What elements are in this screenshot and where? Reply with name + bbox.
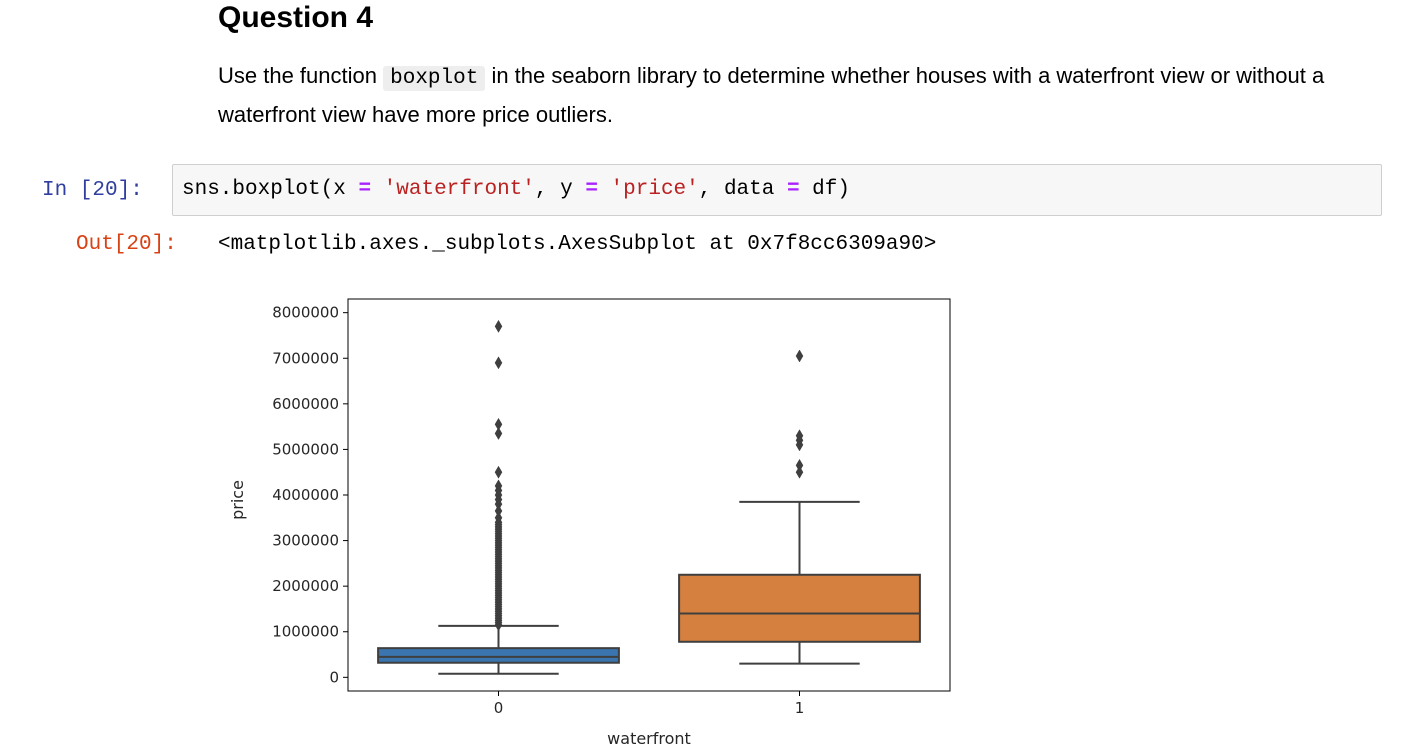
y-tick-label: 4000000 bbox=[272, 486, 339, 504]
outlier-point bbox=[795, 349, 804, 363]
box-group-0 bbox=[377, 319, 620, 675]
y-axis: 0 1000000 2000000 3000000 4000000 5000000 6000… bbox=[272, 304, 348, 686]
code-operator: = bbox=[358, 178, 372, 201]
box-iqr bbox=[377, 647, 620, 664]
y-tick-label: 7000000 bbox=[272, 349, 339, 367]
code-operator: = bbox=[585, 178, 598, 201]
y-tick-label: 8000000 bbox=[272, 304, 339, 322]
output-text: <matplotlib.axes._subplots.AxesSubplot a… bbox=[218, 233, 937, 256]
y-tick-label: 0 bbox=[329, 668, 339, 686]
y-tick-label: 5000000 bbox=[272, 440, 339, 458]
code-line[interactable]: sns.boxplot(x = 'waterfront', y = 'price… bbox=[182, 175, 850, 205]
inline-code-boxplot: boxplot bbox=[383, 66, 486, 91]
outlier-point bbox=[494, 417, 503, 431]
outlier-point bbox=[494, 356, 503, 370]
question-text: Use the function boxplot in the seaborn … bbox=[218, 58, 1388, 133]
box-group-1 bbox=[678, 349, 921, 665]
code-token: , data bbox=[698, 178, 787, 201]
outlier-point bbox=[494, 504, 503, 518]
code-token: , y bbox=[534, 178, 586, 201]
y-tick-label: 6000000 bbox=[272, 395, 339, 413]
code-cell-editor[interactable]: sns.boxplot(x = 'waterfront', y = 'price… bbox=[172, 164, 1382, 216]
x-tick-label: 0 bbox=[494, 699, 504, 717]
outlier-point bbox=[795, 429, 804, 443]
outlier-point bbox=[494, 465, 503, 479]
code-operator: = bbox=[786, 178, 800, 201]
question-text-before: Use the function bbox=[218, 63, 384, 88]
outlier-point bbox=[494, 319, 503, 333]
y-axis-label: price bbox=[228, 480, 247, 520]
output-prompt: Out[20]: bbox=[76, 233, 177, 256]
y-tick-label: 1000000 bbox=[272, 623, 339, 641]
code-token: df) bbox=[799, 178, 850, 201]
chart-marks bbox=[377, 319, 921, 675]
input-prompt: In [20]: bbox=[42, 179, 143, 202]
outlier-point bbox=[494, 426, 503, 440]
outlier-point bbox=[795, 465, 804, 479]
box-iqr bbox=[678, 573, 921, 643]
question-text-after: in the seaborn library to determine whet… bbox=[218, 63, 1325, 127]
outlier-point bbox=[494, 479, 503, 493]
outlier-point bbox=[795, 458, 804, 472]
question-heading: Question 4 bbox=[218, 1, 374, 34]
code-string: 'waterfront' bbox=[383, 178, 535, 201]
y-tick-label: 2000000 bbox=[272, 577, 339, 595]
code-string: 'price' bbox=[610, 178, 699, 201]
y-tick-label: 3000000 bbox=[272, 532, 339, 550]
x-tick-label: 1 bbox=[795, 699, 805, 717]
x-axis-label: waterfront bbox=[607, 729, 691, 748]
outlier-point bbox=[494, 511, 503, 525]
code-token: sns.boxplot(x bbox=[182, 178, 359, 201]
